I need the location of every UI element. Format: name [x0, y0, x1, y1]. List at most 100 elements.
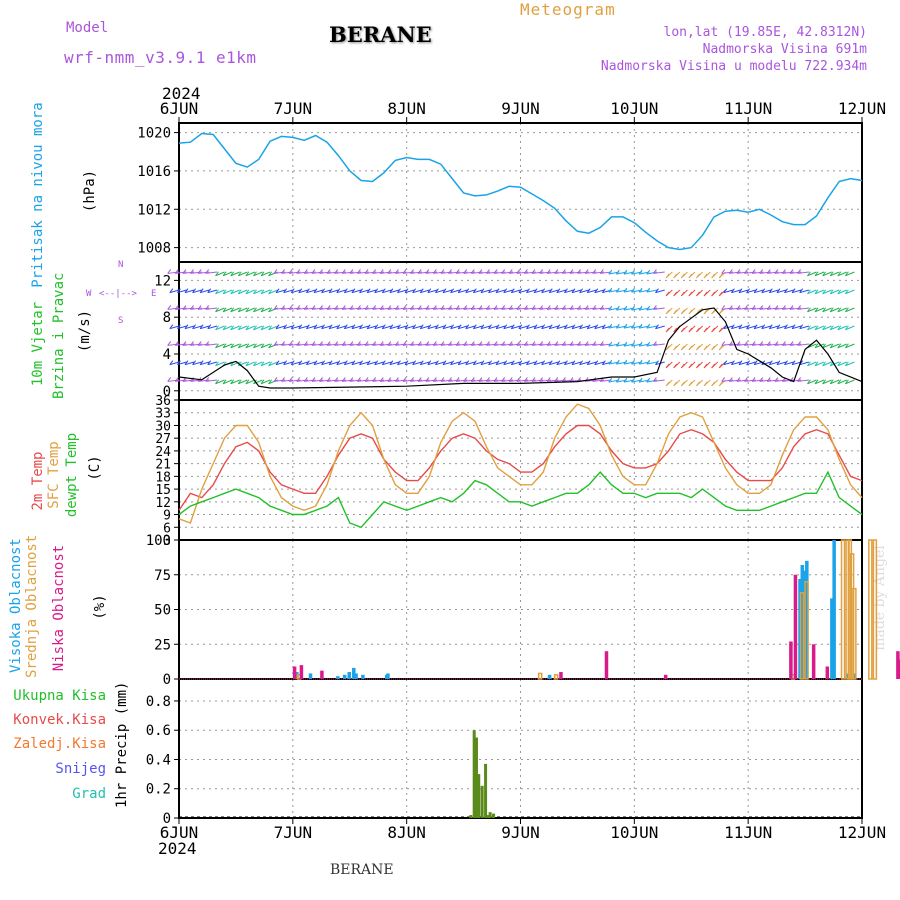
wind-barb [364, 379, 377, 382]
wind-barb-flag [829, 325, 834, 331]
wind-barb [478, 343, 491, 346]
wind-barb [486, 271, 498, 274]
wind-barb [382, 289, 392, 294]
wind-barb-flag [440, 305, 445, 310]
wind-barb-flag [797, 377, 802, 382]
wind-barb [463, 379, 476, 382]
wind-barb [260, 379, 271, 385]
wind-barb-flag [397, 360, 401, 365]
wind-barb [182, 307, 195, 310]
wind-barb [587, 361, 597, 366]
wind-barb-flag [814, 289, 819, 295]
wind-barb [245, 271, 256, 277]
wind-barb-flag [673, 309, 678, 315]
wind-barb [238, 379, 248, 385]
wind-barb [799, 289, 810, 294]
wind-barb [364, 343, 377, 346]
wind-barb-flag [410, 269, 414, 274]
wind-barb-flag [688, 345, 693, 351]
wind-barb-flag [493, 269, 498, 274]
wind-barb [167, 343, 180, 346]
wind-barb-flag [746, 360, 750, 365]
wind-barb [420, 289, 430, 294]
wind-barb-flag [402, 305, 407, 310]
wind-barb-flag [296, 341, 301, 346]
wind-barb [845, 379, 855, 385]
wind-barb [845, 361, 855, 367]
wind-barb [450, 361, 460, 366]
wind-barb-flag [673, 291, 678, 297]
wind-barb-flag [419, 360, 424, 365]
wind-barb-flag [394, 377, 399, 382]
y-tick-label: 0.6 [146, 723, 171, 739]
wind-barb [752, 379, 764, 382]
wind-barb [418, 379, 430, 382]
wind-barb [471, 307, 483, 310]
wind-barb-flag [696, 345, 700, 351]
wind-barb [549, 361, 559, 366]
wind-barb [433, 271, 445, 274]
wind-barb [402, 379, 415, 382]
wind-barb-flag [245, 271, 250, 277]
wind-barb-flag [237, 307, 242, 313]
wind-barb-flag [319, 341, 323, 346]
wind-barb [524, 379, 536, 382]
wind-barb [351, 325, 362, 330]
wind-barb-flag [759, 341, 764, 346]
wind-barb-flag [351, 288, 356, 293]
wind-barb [752, 343, 764, 346]
wind-barb [723, 325, 734, 330]
wind-barb-flag [192, 288, 196, 293]
y-tick-label: 33 [155, 407, 171, 422]
wind-barb-flag [190, 341, 194, 346]
wind-barb [167, 307, 180, 310]
wind-barb-flag [351, 360, 356, 365]
wind-barb-flag [349, 341, 354, 346]
wind-barb [238, 289, 248, 295]
wind-barb-flag [711, 273, 716, 279]
low-cloud-bar [559, 672, 563, 679]
wind-barb-flag [631, 269, 635, 275]
wind-barb [222, 307, 233, 313]
wind-barb [465, 289, 476, 294]
wind-barb [427, 289, 438, 294]
wind-barb-flag [776, 288, 781, 293]
wind-barb-flag [457, 324, 462, 329]
wind-barb-flag [631, 359, 635, 365]
wind-barb-flag [608, 377, 613, 383]
wind-barb-flag [197, 305, 202, 310]
wind-barb [646, 325, 658, 329]
y-tick-label: 30 [155, 419, 171, 434]
wind-barb-flag [782, 269, 786, 274]
wind-barb-flag [281, 305, 285, 310]
wind-barb [450, 325, 460, 330]
wind-barb [774, 379, 787, 382]
wind-barb-flag [797, 305, 802, 310]
wind-barb-flag [222, 307, 227, 313]
wind-barb-flag [455, 377, 460, 382]
wind-barb-flag [673, 381, 678, 387]
wind-barb [245, 289, 256, 295]
wind-barb-flag [807, 361, 811, 367]
wind-barb-flag [728, 341, 733, 346]
y-tick-label: 75 [154, 568, 171, 584]
wind-barb-flag [761, 324, 766, 329]
wind-barb-flag [328, 324, 333, 329]
wind-barb-flag [478, 305, 483, 310]
y-tick-label: 0.4 [146, 752, 171, 768]
wind-barb-flag [260, 379, 265, 385]
wind-barb-flag [546, 269, 551, 274]
wind-barb [592, 343, 605, 346]
coordinates: lon,lat (19.85E, 42.8312N) [663, 25, 868, 40]
x-tick-label-bottom: 10JUN [610, 823, 658, 842]
wind-barb [169, 325, 180, 330]
wind-barb-flag [190, 269, 194, 274]
wind-barb-flag [703, 291, 708, 297]
wind-barb-flag [448, 341, 452, 346]
wind-barb-flag [615, 377, 620, 383]
wind-barb-flag [311, 269, 316, 274]
wind-barb [342, 271, 354, 274]
wind-barb-flag [592, 341, 597, 346]
wind-barb [495, 325, 506, 330]
wind-barb [205, 343, 218, 346]
